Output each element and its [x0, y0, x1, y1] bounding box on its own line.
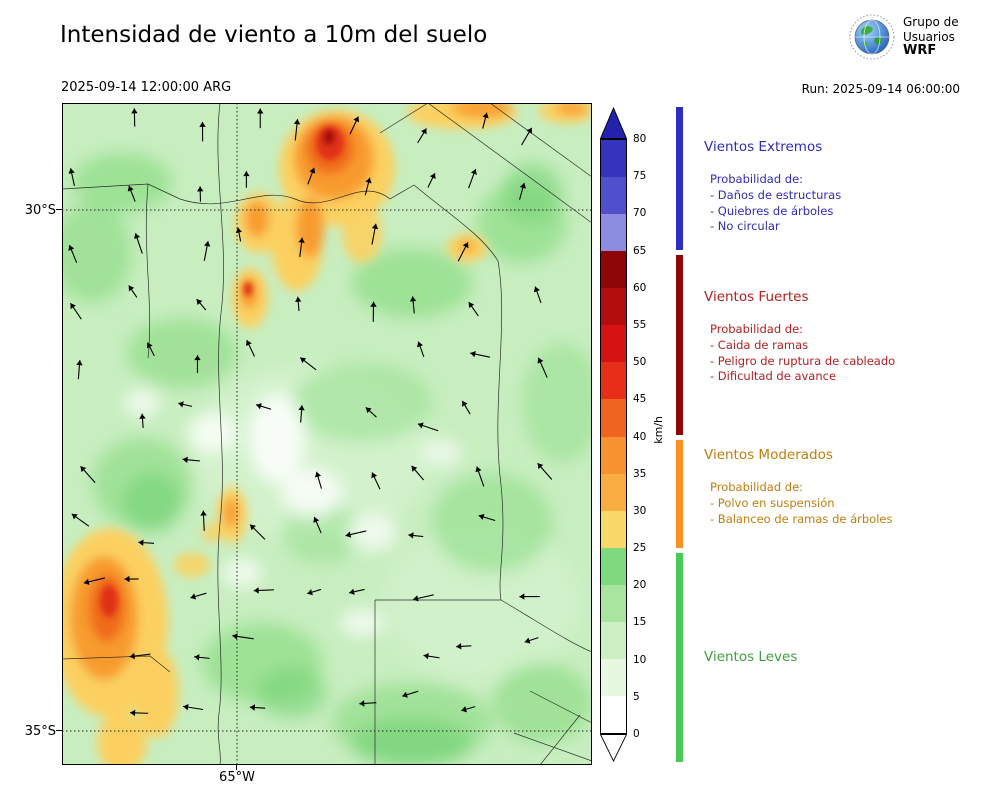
legend-item: - Quiebres de árboles — [710, 203, 834, 218]
legend-prob-label: Probabilidad de: — [710, 480, 804, 494]
colorbar-segment — [601, 436, 626, 474]
legend-item: - Polvo en suspensión — [710, 495, 835, 510]
map-borders — [62, 103, 592, 765]
colorbar-tick-label: 40 — [633, 430, 647, 443]
colorbar-segment — [601, 214, 626, 252]
colorbar-tick-label: 15 — [633, 616, 647, 629]
legend-heading-moderados: Vientos Moderados — [704, 447, 833, 463]
legend-bar-fuertes — [676, 255, 683, 435]
colorbar-segment — [601, 140, 626, 178]
colorbar-segment — [601, 325, 626, 363]
colorbar-segment — [601, 658, 626, 696]
plot-title: Intensidad de viento a 10m del suelo — [60, 22, 488, 48]
colorbar-segment — [601, 621, 626, 659]
colorbar-segment — [601, 177, 626, 215]
colorbar-tick-label: 45 — [633, 393, 647, 406]
colorbar-upper-arrow — [600, 107, 627, 139]
map-frame — [62, 103, 592, 765]
colorbar-tick-label: 35 — [633, 467, 647, 480]
lat-label-30s: 30°S — [24, 203, 56, 218]
legend-bar-moderados — [676, 440, 683, 548]
legend-prob-label: Probabilidad de: — [710, 172, 804, 186]
wind-arrows — [68, 108, 553, 717]
logo-text-wrf: WRF — [903, 43, 937, 59]
globe-icon — [849, 14, 895, 60]
colorbar-tick-label: 5 — [633, 690, 640, 703]
map-strong-wind-areas — [62, 103, 592, 765]
logo-text-line2: Usuarios — [903, 29, 955, 44]
run-label: Run: 2025-09-14 06:00:00 — [801, 82, 960, 96]
legend-bar-leves — [676, 553, 683, 762]
legend-block-extremos: Probabilidad de: - Daños de estructuras … — [710, 172, 841, 235]
lon-tick-65w — [236, 765, 237, 770]
colorbar-segment — [601, 547, 626, 585]
colorbar-tick-label: 55 — [633, 318, 647, 331]
legend-heading-extremos: Vientos Extremos — [704, 139, 823, 155]
colorbar-tick-label: 0 — [633, 728, 640, 740]
legend-item: - Daños de estructuras — [710, 187, 842, 202]
map-graticule — [62, 103, 592, 765]
valid-time-label: 2025-09-14 12:00:00 ARG — [61, 80, 232, 95]
legend-item: - Balanceo de ramas de árboles — [710, 511, 893, 526]
colorbar-tick-label: 25 — [633, 542, 647, 555]
legend-bar-extremos — [676, 107, 683, 250]
colorbar-segment — [601, 584, 626, 622]
colorbar-tick-label: 65 — [633, 244, 647, 257]
legend-block-fuertes: Probabilidad de: - Caida de ramas - Peli… — [710, 322, 895, 385]
colorbar-tick-labels: 0 5 10 15 20 25 30 35 40 45 50 55 60 65 70 75 80 — [633, 133, 663, 740]
lat-tick-30s — [56, 209, 62, 210]
legend-heading-fuertes: Vientos Fuertes — [704, 289, 809, 305]
colorbar-segment — [601, 695, 626, 733]
colorbar-tick-label: 20 — [633, 579, 647, 592]
colorbar-segments — [600, 139, 627, 734]
lat-label-35s: 35°S — [24, 724, 56, 739]
colorbar-segment — [601, 362, 626, 400]
colorbar-tick-label: 80 — [633, 133, 647, 145]
legend-item: - Peligro de ruptura de cableado — [710, 353, 896, 368]
legend-item: - Dificultad de avance — [710, 369, 837, 384]
lat-tick-35s — [56, 730, 62, 731]
lon-label-65w: 65°W — [219, 770, 255, 785]
legend-prob-label: Probabilidad de: — [710, 322, 804, 336]
logo: Grupo de Usuarios WRF — [848, 13, 959, 61]
colorbar-tick-label: 10 — [633, 653, 647, 666]
map-green-shading — [62, 153, 592, 765]
legend-block-moderados: Probabilidad de: - Polvo en suspensión -… — [710, 480, 892, 527]
map-wind-cores — [100, 126, 344, 617]
colorbar-segment — [601, 288, 626, 326]
colorbar-unit-label: km/h — [652, 416, 665, 444]
colorbar-segment — [601, 399, 626, 437]
colorbar-tick-label: 75 — [633, 170, 647, 183]
wind-map — [62, 103, 592, 765]
colorbar-tick-label: 60 — [633, 281, 647, 294]
colorbar-tick-label: 50 — [633, 356, 647, 369]
legend-item: - Caida de ramas — [710, 337, 809, 352]
legend-item: - No circular — [710, 219, 780, 234]
colorbar-tick-label: 30 — [633, 504, 647, 517]
colorbar-segment — [601, 473, 626, 511]
legend-heading-leves: Vientos Leves — [704, 649, 798, 665]
logo-text-line1: Grupo de — [903, 15, 959, 30]
colorbar-segment — [601, 251, 626, 289]
colorbar-lower-arrow — [600, 734, 627, 762]
colorbar-tick-label: 70 — [633, 207, 647, 220]
colorbar-segment — [601, 510, 626, 548]
